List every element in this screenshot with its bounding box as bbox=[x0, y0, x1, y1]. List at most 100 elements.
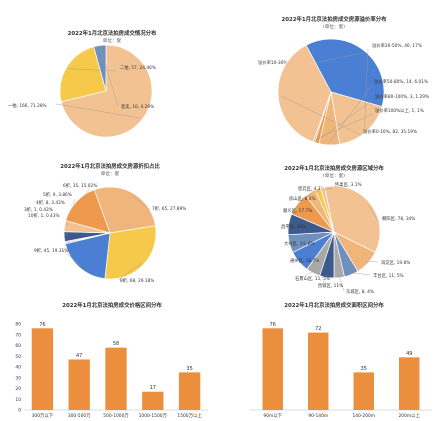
bar bbox=[353, 372, 374, 410]
chart-title: 2022年1月北京法拍房成交房源区域分布 bbox=[284, 164, 384, 172]
bar-chart-area-range: 2022年1月北京法拍房成交面积区间分布 76 90m以下 72 90-140m 35 1… bbox=[250, 301, 432, 419]
slice-label: 7折, 65, 27.89% bbox=[152, 205, 186, 212]
bar bbox=[178, 372, 201, 410]
slice-label: 9折, 45, 19.31% bbox=[34, 247, 68, 254]
y-tick-label: 70 bbox=[15, 332, 21, 338]
chart-title: 2022年1月北京法拍房成交情况分布 bbox=[68, 29, 157, 37]
leader-line bbox=[61, 249, 82, 266]
chart-unit: (单位：套) bbox=[323, 172, 345, 179]
pie-slice bbox=[305, 38, 385, 108]
slice-label: 顺义区, 17.7% bbox=[283, 208, 312, 214]
x-tick-label: 200m以上 bbox=[399, 412, 421, 419]
y-tick-label: 30 bbox=[15, 375, 21, 381]
y-tick-label: 80 bbox=[15, 322, 21, 328]
x-tick-label: 1500万以上 bbox=[177, 412, 202, 419]
slice-label: 石景山区, 11, 5% bbox=[295, 275, 330, 282]
slice-label: 二拍, 57, 24.46% bbox=[120, 64, 156, 71]
chart-title: 2022年1月北京法拍房成交房源折扣占比 bbox=[60, 162, 160, 170]
pie-chart-deal-status: 2022年1月北京法拍房成交情况分布 单位：套 一拍, 166, 71.28% 二… bbox=[8, 29, 157, 138]
leader-line bbox=[350, 272, 371, 276]
slice-label: 4折, 8, 3.43% bbox=[36, 199, 65, 206]
slice-label: 密云区, 4.3% bbox=[298, 185, 325, 192]
leader-line bbox=[297, 194, 312, 201]
y-tick-label: 60 bbox=[15, 343, 21, 349]
bar-value-label: 35 bbox=[361, 366, 367, 372]
bar-value-label: 35 bbox=[186, 366, 192, 372]
bar bbox=[308, 332, 329, 410]
slice-label: 8折, 68, 29.18% bbox=[120, 277, 154, 284]
leader-line bbox=[364, 48, 369, 130]
pie-slice bbox=[59, 46, 107, 103]
bar-value-label: 17 bbox=[150, 385, 156, 391]
bar-value-label: 47 bbox=[76, 353, 82, 359]
leader-line bbox=[289, 224, 292, 227]
leader-line bbox=[321, 275, 328, 286]
slice-label: 溢价率0-10%, 82, 35.19% bbox=[363, 128, 417, 135]
bar-value-label: 72 bbox=[315, 326, 321, 332]
pie-slice bbox=[324, 185, 381, 253]
slice-label: 溢价率50-80%, 14, 6.01% bbox=[374, 78, 428, 85]
slice-label: 昌平区, 16% bbox=[281, 224, 306, 230]
y-tick-label: 10 bbox=[15, 397, 21, 403]
y-tick-label: 40 bbox=[15, 365, 21, 371]
chart-unit: (单位：套) bbox=[323, 23, 345, 30]
x-tick-label: 300-500万 bbox=[68, 413, 91, 419]
slice-label: 3折, 1, 0.43% bbox=[24, 206, 53, 213]
pie-slice bbox=[60, 44, 153, 138]
leader-line bbox=[99, 47, 119, 107]
pie-slice bbox=[320, 186, 335, 233]
leader-line bbox=[77, 188, 91, 204]
slice-label: 溢价率80-100%, 3, 1.29% bbox=[375, 93, 429, 100]
x-tick-label: 90m以下 bbox=[263, 413, 282, 419]
y-tick-label: 50 bbox=[15, 354, 21, 360]
chart-title: 2022年1月北京法拍房成交房源溢价率分布 bbox=[281, 15, 387, 23]
pie-slice bbox=[277, 44, 332, 143]
slice-label: 房山区, 8.4% bbox=[289, 195, 316, 202]
bar-value-label: 58 bbox=[113, 341, 119, 347]
slice-label: 溢价率10-30%, 83, 39.91% bbox=[258, 59, 315, 66]
slice-label: 5折, 9, 3.86% bbox=[43, 191, 72, 198]
slice-label: 溢价率100%以上, 1, 1% bbox=[375, 107, 424, 114]
leader-line bbox=[55, 103, 141, 119]
leader-line bbox=[132, 195, 151, 211]
x-tick-label: 500-1000万 bbox=[103, 413, 129, 419]
slice-label: 怀柔区, 3.1% bbox=[335, 181, 362, 188]
bar-value-label: 49 bbox=[406, 351, 412, 357]
pie-chart-discount: 2022年1月北京法拍房成交房源折扣占比 单位：套 7折, 65, 27.89%… bbox=[24, 162, 186, 284]
pie-slice bbox=[64, 232, 111, 280]
pie-chart-district: 2022年1月北京法拍房成交房源区域分布 (单位：套) 朝阳区, 78, 34%… bbox=[281, 164, 415, 295]
slice-label: 海淀区, 19.8% bbox=[381, 259, 410, 266]
slice-label: 东城区, 8, 4% bbox=[346, 288, 374, 295]
leader-line bbox=[117, 262, 142, 281]
bar-value-label: 76 bbox=[270, 322, 276, 328]
leader-line bbox=[299, 270, 315, 279]
pie-slice bbox=[104, 225, 157, 280]
pie-slice bbox=[65, 189, 111, 234]
pie-slice bbox=[93, 186, 156, 234]
slice-label: 通州区, 16.7% bbox=[290, 257, 319, 264]
bar bbox=[399, 357, 420, 410]
bar-chart-price-range: 2022年1月北京法拍房成交价格区间分布 0 10 20 30 40 50 60 70 80 76… bbox=[15, 301, 208, 419]
x-tick-label: 300万以下 bbox=[32, 413, 54, 419]
pie-slice bbox=[330, 91, 383, 145]
x-tick-label: 140-200m bbox=[352, 413, 375, 419]
bar bbox=[262, 328, 283, 410]
chart-title: 2022年1月北京法拍房成交面积区间分布 bbox=[284, 301, 384, 309]
chart-unit: 单位：套 bbox=[103, 37, 122, 44]
slice-label: 溢价率30-50%, 40, 17% bbox=[372, 42, 422, 49]
bar bbox=[31, 328, 54, 410]
chart-unit: 单位：套 bbox=[101, 170, 120, 177]
leader-line bbox=[68, 68, 117, 72]
bar bbox=[105, 347, 127, 410]
slice-label: 丰台区, 11, 5% bbox=[373, 272, 404, 279]
x-tick-label: 90-140m bbox=[308, 413, 328, 419]
leader-line bbox=[317, 99, 374, 141]
leader-line bbox=[368, 205, 380, 223]
leader-line bbox=[338, 275, 345, 292]
bar bbox=[68, 359, 90, 410]
slice-label: 10折, 1, 0.43% bbox=[28, 212, 60, 219]
leader-line bbox=[329, 84, 373, 143]
slice-label: 朝阳区, 78, 34% bbox=[382, 215, 415, 222]
bar bbox=[142, 391, 164, 410]
